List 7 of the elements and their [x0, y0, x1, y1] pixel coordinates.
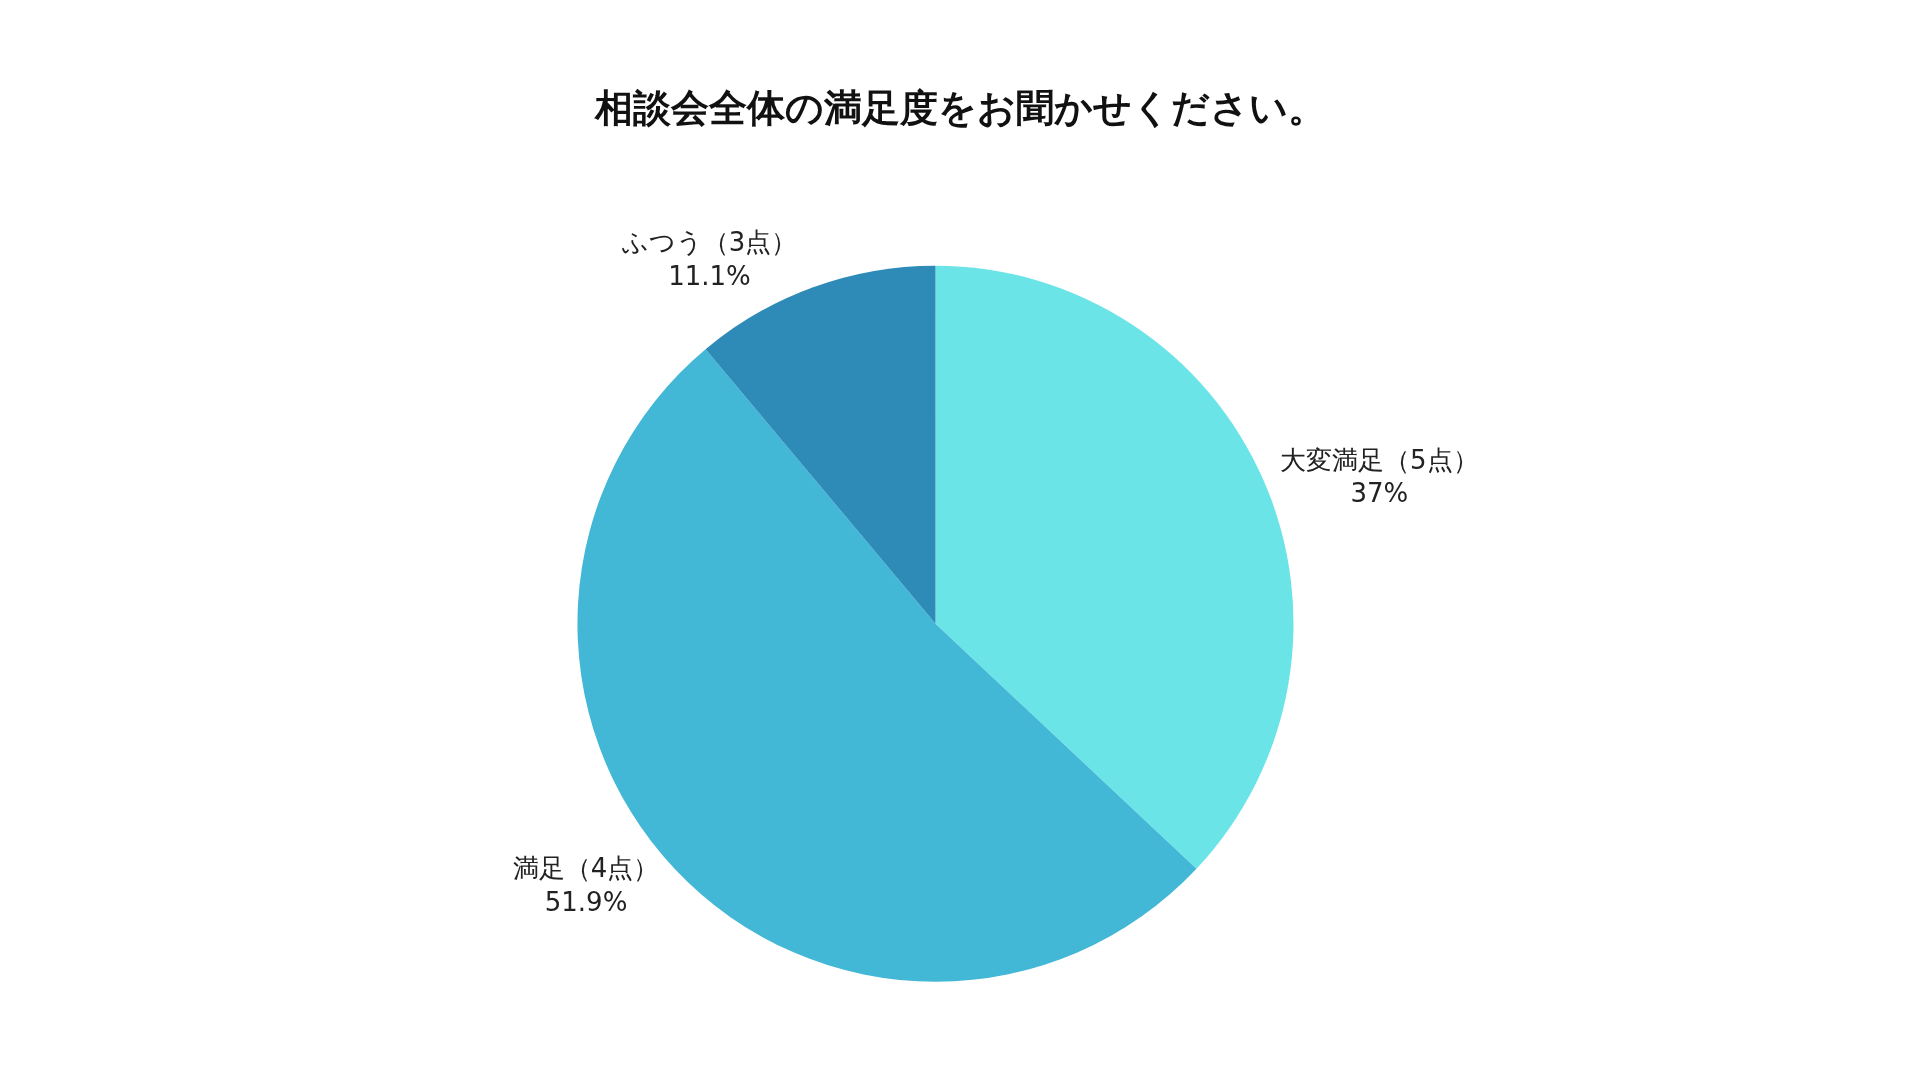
data-label: 11.1%	[668, 260, 751, 291]
data-label: 37%	[1350, 478, 1409, 509]
slice-label: 大変満足（5点）	[1280, 444, 1479, 475]
slice-label: 満足（4点）	[512, 852, 660, 883]
slice-label: ふつう（3点）	[620, 227, 798, 258]
chart-title: 相談会全体の満足度をお聞かせください。	[593, 86, 1326, 131]
data-label: 51.9%	[544, 886, 628, 917]
